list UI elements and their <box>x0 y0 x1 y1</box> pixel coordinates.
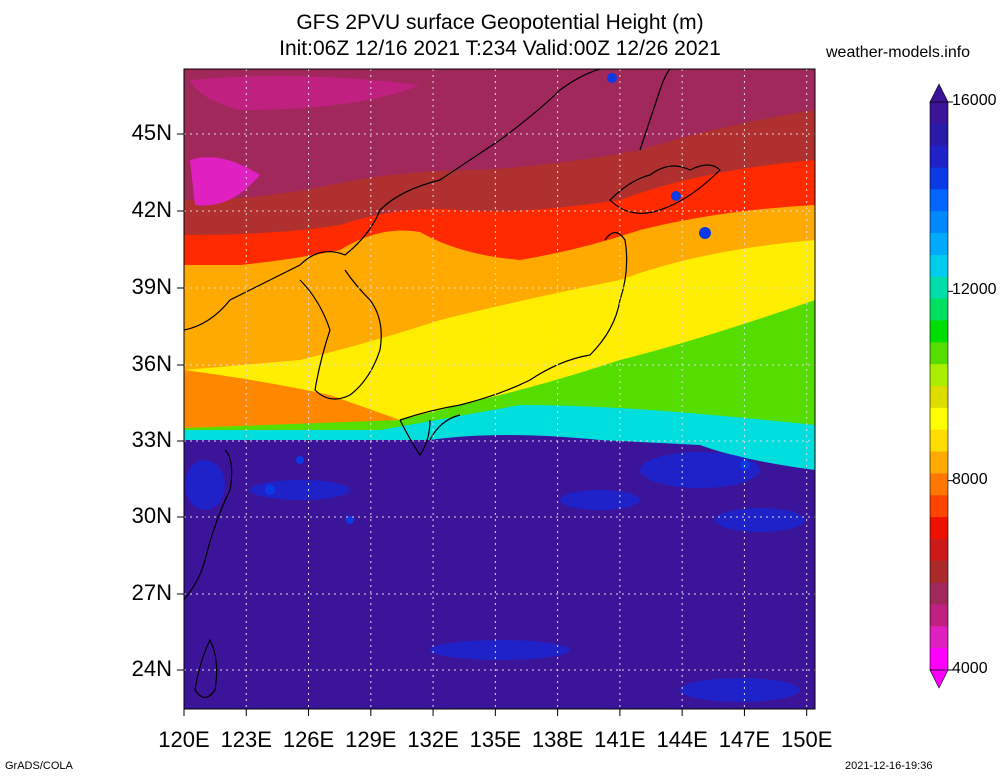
colorbar-swatch <box>930 517 948 540</box>
colorbar-swatch <box>930 451 948 474</box>
lon-label: 138E <box>531 727 584 752</box>
lat-label: 30N <box>131 503 172 528</box>
map-frame <box>183 68 816 710</box>
colorbar-label: 12000 <box>952 281 997 299</box>
colorbar-swatch <box>930 648 948 671</box>
lon-label: 123E <box>220 727 272 752</box>
colorbar-swatch <box>930 145 948 169</box>
chart-title: GFS 2PVU surface Geopotential Height (m) <box>296 11 704 34</box>
lon-label: 141E <box>594 727 646 752</box>
lat-label: 39N <box>131 274 172 299</box>
coastlines <box>184 69 721 699</box>
field-patch-magenta <box>190 157 260 206</box>
field-speckles <box>185 452 805 702</box>
lon-label: 129E <box>345 727 397 752</box>
colorbar-swatch <box>930 233 948 256</box>
colorbar-max-arrow <box>929 83 949 103</box>
colorbar-swatch <box>930 189 948 212</box>
colorbar-label: 8000 <box>952 470 988 488</box>
colorbar-swatch <box>930 102 948 125</box>
site-credit: weather-models.info <box>826 44 971 61</box>
colorbar-swatch <box>930 538 948 562</box>
colorbar-swatch <box>930 364 948 387</box>
colorbar-label: 4000 <box>952 660 988 677</box>
lat-label: 42N <box>131 197 172 222</box>
colorbar-swatch <box>930 320 948 343</box>
lat-label: 24N <box>131 656 172 681</box>
colorbar-swatch <box>930 582 948 605</box>
colorbar-swatch <box>930 407 948 431</box>
colorbar-swatch <box>930 560 948 584</box>
axis-ticks <box>177 133 808 716</box>
colorbar-swatch <box>930 342 948 365</box>
lat-label: 33N <box>131 427 172 452</box>
field-band-orange-south <box>184 370 400 428</box>
colorbar-swatch <box>930 626 948 649</box>
lon-label: 120E <box>158 727 210 752</box>
field-patch-magenta-north <box>190 76 420 110</box>
lon-label: 132E <box>407 727 459 752</box>
field-speckles-bright <box>265 73 750 524</box>
lat-label: 27N <box>131 580 172 605</box>
height-field <box>184 69 815 709</box>
footer-timestamp: 2021-12-16-19:36 <box>845 760 933 772</box>
colorbar-label: 16000 <box>952 92 997 109</box>
colorbar-min-arrow <box>929 669 949 689</box>
colorbar-swatch <box>930 211 948 234</box>
lat-label: 45N <box>131 120 172 145</box>
lon-label: 147E <box>718 727 771 752</box>
lon-label: 150E <box>780 727 833 752</box>
colorbar-swatch <box>930 473 948 496</box>
lat-label: 36N <box>131 351 172 376</box>
lon-label: 144E <box>656 727 708 752</box>
colorbar-swatch <box>930 604 948 627</box>
colorbar-swatch <box>930 429 948 453</box>
colorbar <box>929 83 953 689</box>
colorbar-swatch <box>930 254 948 278</box>
colorbar-frame <box>929 101 949 671</box>
grid-lines <box>183 69 815 709</box>
footer-credit: GrADS/COLA <box>5 760 73 772</box>
lon-label: 126E <box>282 727 335 752</box>
colorbar-swatch <box>930 298 948 321</box>
chart-subtitle: Init:06Z 12/16 2021 T:234 Valid:00Z 12/2… <box>279 37 721 60</box>
colorbar-swatch <box>930 495 948 518</box>
colorbar-swatch <box>930 123 948 147</box>
colorbar-swatch <box>930 386 948 409</box>
lon-label: 135E <box>469 727 522 752</box>
colorbar-swatch <box>930 276 948 300</box>
colorbar-swatch <box>930 167 948 190</box>
